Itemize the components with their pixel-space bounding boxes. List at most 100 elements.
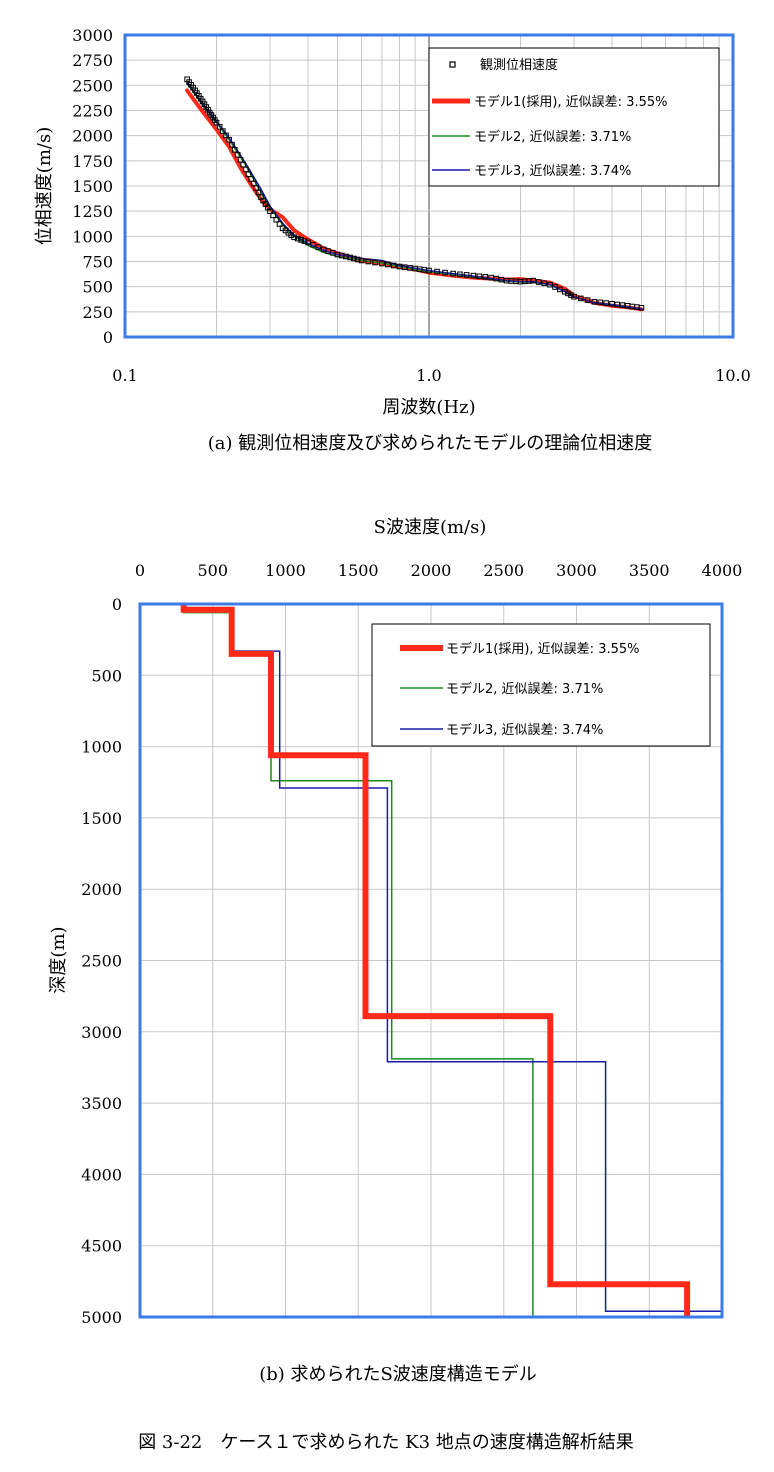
chart-b-x-tick-label: 2500: [483, 561, 524, 580]
legend-b-model3-label: モデル3, 近似誤差: 3.74%: [446, 722, 603, 738]
chart-a-x-tick-label: 10.0: [715, 366, 751, 385]
chart-b-ylabel: 深度(m): [48, 926, 69, 993]
chart-a-observed-point: [396, 263, 403, 270]
chart-a-observed-point: [614, 301, 621, 308]
chart-a-observed-point: [442, 269, 448, 276]
chart-b-legend-box: [371, 623, 711, 747]
chart-a-observed-point: [568, 292, 574, 298]
chart-b-caption: (b) 求められたS波速度構造モデル: [259, 1364, 537, 1385]
chart-a-observed-point: [482, 274, 488, 280]
chart-b-y-tick-label: 3500: [81, 1094, 122, 1113]
chart-b-legend: モデル1(採用), 近似誤差: 3.55% モデル2, 近似誤差: 3.71% …: [371, 623, 711, 747]
chart-a-observed-point: [535, 279, 542, 285]
chart-a-observed-point: [571, 293, 577, 300]
chart-a-observed-point: [434, 268, 440, 275]
chart-a-observed-point: [541, 280, 548, 287]
legend-b-model2-label: モデル2, 近似誤差: 3.71%: [446, 681, 603, 697]
chart-a-observed-point: [276, 221, 283, 227]
chart-a-observed-point: [457, 271, 463, 278]
chart-a-observed-point: [291, 234, 297, 241]
figure-caption: 図 3-22 ケース１で求められた K3 地点の速度構造解析結果: [138, 1432, 634, 1453]
chart-b-series-line-0: [180, 604, 691, 1317]
chart-a-observed-point: [407, 265, 413, 271]
chart-b-y-tick-label: 1000: [81, 738, 122, 757]
chart-a-y-tick-labels: 0 250 500 750 1000 1250 1500 1750 2000 2250 2500 27…: [72, 26, 113, 347]
chart-a-observed-point: [498, 276, 505, 283]
chart-b-y-tick-label: 4000: [81, 1165, 122, 1184]
chart-a-y-tick-label: 2000: [72, 127, 113, 146]
chart-a-y-tick-label: 1250: [72, 202, 113, 221]
chart-a-observed-point: [354, 256, 361, 263]
chart-a-observed-point: [565, 290, 571, 297]
chart-a-observed-point: [609, 301, 615, 307]
chart-b-x-tick-label: 1000: [265, 561, 306, 580]
chart-a-observed-point: [385, 261, 391, 268]
chart-a-observed-point: [315, 244, 322, 250]
chart-a-observed-point: [267, 208, 273, 214]
chart-s-wave-structure: S波速度(m/s) 0 500 1000 1500 2000 2500 3000 3500 40…: [48, 517, 742, 1385]
chart-a-observed-point: [619, 302, 626, 308]
chart-a-y-tick-label: 2750: [72, 51, 113, 70]
chart-b-x-tick-label: 0: [135, 561, 145, 580]
chart-a-observed-point: [347, 254, 353, 261]
chart-a-observed-point: [379, 260, 385, 267]
chart-b-y-tick-labels: 0 500 1000 1500 2000 2500 3000 3500 4000 4500 5000: [81, 595, 122, 1327]
chart-a-x-tick-label: 0.1: [112, 366, 137, 385]
chart-a-observed-point: [294, 235, 301, 242]
chart-a-y-tick-label: 1750: [72, 152, 113, 171]
chart-a-observed-point: [470, 272, 477, 279]
chart-b-y-tick-label: 3000: [81, 1023, 122, 1042]
chart-a-observed-point: [232, 147, 238, 153]
chart-a-y-tick-label: 1500: [72, 177, 113, 196]
chart-a-observed-point: [216, 124, 223, 130]
chart-a-observed-point: [401, 264, 408, 270]
chart-a-observed-point: [226, 136, 232, 143]
chart-b-y-tick-label: 5000: [81, 1308, 122, 1327]
legend-a-observed-marker: [449, 61, 456, 68]
legend-b-model1-label: モデル1(採用), 近似誤差: 3.55%: [446, 641, 640, 657]
chart-a-observed-point: [229, 141, 235, 148]
chart-a-y-tick-label: 2250: [72, 102, 113, 121]
chart-a-xlabel: 周波数(Hz): [382, 397, 475, 418]
legend-a-model3-label: モデル3, 近似誤差: 3.74%: [474, 163, 631, 179]
chart-b-y-tick-label: 500: [91, 666, 122, 685]
chart-a-y-tick-label: 2500: [72, 76, 113, 95]
chart-a-observed-point: [213, 119, 220, 126]
chart-a-observed-point: [270, 212, 276, 219]
chart-a-y-tick-label: 750: [82, 253, 113, 272]
chart-a-observed-point: [426, 267, 432, 274]
chart-a-observed-point: [223, 132, 229, 139]
chart-b-x-tick-labels: 0 500 1000 1500 2000 2500 3000 3500 4000: [135, 561, 742, 580]
chart-a-y-tick-label: 3000: [72, 26, 113, 45]
chart-a-observed-point: [234, 152, 241, 158]
chart-a-y-tick-label: 250: [82, 303, 113, 322]
chart-a-observed-point: [530, 277, 536, 284]
chart-b-y-tick-label: 2000: [81, 880, 122, 899]
chart-b-plot-frame: [138, 602, 724, 1319]
chart-a-observed-point: [584, 297, 591, 303]
chart-a-observed-point: [450, 270, 456, 277]
chart-a-observed-point: [310, 241, 316, 248]
chart-a-observed-point: [301, 238, 308, 244]
chart-a-legend: 観測位相速度 モデル1(採用), 近似誤差: 3.55% モデル2, 近似誤差:…: [428, 47, 720, 187]
chart-a-series-group: [184, 76, 645, 312]
chart-a-y-tick-label: 0: [103, 328, 113, 347]
chart-a-x-tick-label: 1.0: [416, 366, 441, 385]
chart-b-x-tick-label: 3500: [629, 561, 670, 580]
chart-a-observed-point: [578, 295, 584, 302]
chart-b-x-tick-label: 4000: [702, 561, 743, 580]
chart-a-observed-point: [597, 299, 604, 306]
chart-b-y-tick-label: 1500: [81, 809, 122, 828]
legend-a-model2-label: モデル2, 近似誤差: 3.71%: [474, 129, 631, 145]
chart-b-grid: [140, 604, 722, 1317]
legend-a-model1-label: モデル1(採用), 近似誤差: 3.55%: [474, 94, 668, 110]
chart-a-observed-point: [591, 299, 598, 305]
chart-a-observed-point: [305, 239, 311, 246]
chart-a-observed-point: [476, 273, 483, 280]
legend-a-observed-label: 観測位相速度: [480, 57, 558, 73]
chart-b-y-tick-label: 0: [112, 595, 122, 614]
chart-a-observed-point: [390, 262, 397, 269]
chart-b-x-tick-label: 500: [197, 561, 228, 580]
chart-a-observed-point: [562, 288, 568, 295]
